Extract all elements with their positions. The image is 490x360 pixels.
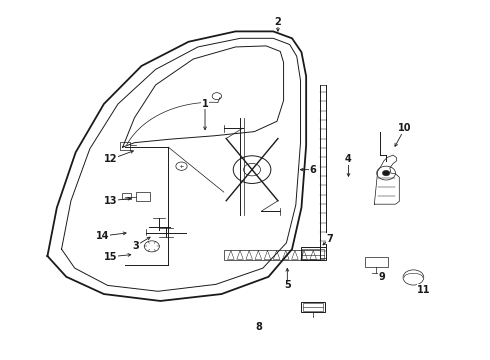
Text: 1: 1 <box>202 99 208 109</box>
Bar <box>300 247 326 260</box>
Text: 4: 4 <box>345 154 352 164</box>
Text: 14: 14 <box>96 231 110 241</box>
Bar <box>303 303 322 311</box>
Text: 8: 8 <box>256 322 263 332</box>
Text: 3: 3 <box>132 241 139 251</box>
Bar <box>301 302 325 312</box>
Bar <box>136 192 150 201</box>
Text: 12: 12 <box>104 154 118 164</box>
Text: 10: 10 <box>398 123 412 133</box>
Circle shape <box>382 170 390 176</box>
Text: 7: 7 <box>326 234 333 244</box>
Text: 5: 5 <box>284 280 291 291</box>
Bar <box>224 250 320 260</box>
Text: 15: 15 <box>104 252 118 262</box>
Text: 13: 13 <box>104 196 118 206</box>
Bar <box>122 193 131 199</box>
Text: 6: 6 <box>310 165 317 175</box>
Bar <box>365 257 388 267</box>
Text: 9: 9 <box>378 273 385 283</box>
Bar <box>120 143 130 150</box>
Text: 2: 2 <box>274 17 281 27</box>
Bar <box>302 249 324 259</box>
Text: 11: 11 <box>417 285 431 295</box>
